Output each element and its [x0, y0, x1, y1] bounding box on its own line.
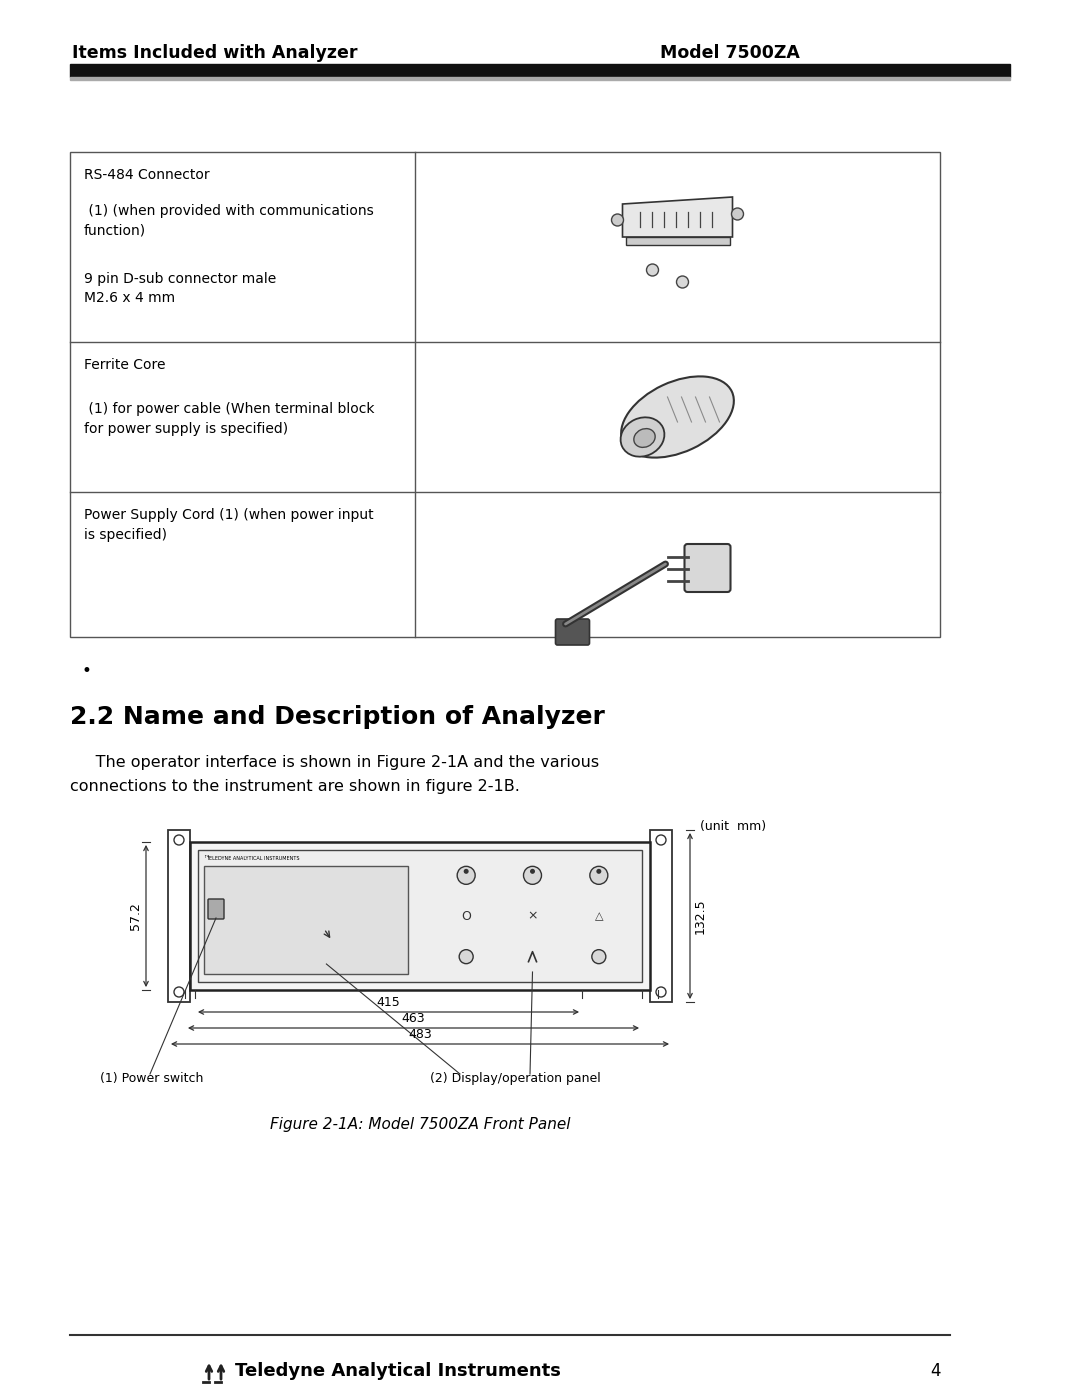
Circle shape [530, 869, 535, 875]
Bar [625, 237, 729, 244]
FancyBboxPatch shape [555, 619, 590, 645]
FancyBboxPatch shape [208, 900, 224, 919]
Ellipse shape [634, 429, 656, 447]
Bar [190, 842, 650, 990]
Text: (2) Display/operation panel: (2) Display/operation panel [430, 1071, 600, 1085]
Circle shape [463, 869, 469, 875]
Text: connections to the instrument are shown in figure 2-1B.: connections to the instrument are shown … [70, 780, 519, 793]
Circle shape [457, 866, 475, 884]
Bar [198, 849, 642, 982]
Text: 57.2: 57.2 [129, 902, 141, 930]
Bar [70, 64, 1010, 77]
Text: The operator interface is shown in Figure 2-1A and the various: The operator interface is shown in Figur… [70, 754, 599, 770]
Text: 463: 463 [402, 1011, 426, 1025]
Text: ↑↑: ↑↑ [203, 855, 210, 859]
Ellipse shape [621, 376, 733, 458]
Text: (1) Power switch: (1) Power switch [100, 1071, 203, 1085]
Circle shape [590, 866, 608, 884]
Ellipse shape [621, 418, 664, 457]
Bar [168, 830, 190, 1002]
Text: Ferrite Core: Ferrite Core [84, 358, 165, 372]
Text: (1) (when provided with communications
function): (1) (when provided with communications f… [84, 204, 374, 237]
Circle shape [524, 866, 541, 884]
Text: 2.2 Name and Description of Analyzer: 2.2 Name and Description of Analyzer [70, 705, 605, 729]
Bar [70, 77, 1010, 80]
Text: (unit  mm): (unit mm) [700, 820, 766, 833]
Circle shape [611, 214, 623, 226]
Circle shape [459, 950, 473, 964]
Text: 9 pin D-sub connector male
M2.6 x 4 mm: 9 pin D-sub connector male M2.6 x 4 mm [84, 272, 276, 306]
Text: ×: × [527, 909, 538, 922]
Text: 415: 415 [377, 996, 401, 1009]
Polygon shape [622, 197, 732, 237]
Text: 4: 4 [930, 1362, 941, 1380]
Circle shape [596, 869, 602, 875]
Text: Items Included with Analyzer: Items Included with Analyzer [72, 43, 357, 61]
Text: (1) for power cable (When terminal block
for power supply is specified): (1) for power cable (When terminal block… [84, 402, 375, 436]
Text: •: • [82, 662, 92, 680]
Text: △: △ [595, 911, 603, 921]
Text: Power Supply Cord (1) (when power input
is specified): Power Supply Cord (1) (when power input … [84, 509, 374, 542]
Text: 483: 483 [408, 1028, 432, 1041]
Text: TELEDYNE ANALYTICAL INSTRUMENTS: TELEDYNE ANALYTICAL INSTRUMENTS [206, 856, 299, 861]
Text: 132.5: 132.5 [694, 898, 707, 933]
Text: RS-484 Connector: RS-484 Connector [84, 168, 210, 182]
Bar [204, 866, 408, 974]
Text: Teledyne Analytical Instruments: Teledyne Analytical Instruments [235, 1362, 561, 1380]
Circle shape [647, 264, 659, 277]
Circle shape [731, 208, 743, 219]
Bar [650, 830, 672, 1002]
FancyBboxPatch shape [685, 543, 730, 592]
Text: Figure 2-1A: Model 7500ZA Front Panel: Figure 2-1A: Model 7500ZA Front Panel [270, 1118, 570, 1132]
Text: O: O [461, 909, 471, 922]
Circle shape [592, 950, 606, 964]
Bar [70, 152, 940, 637]
Circle shape [676, 277, 689, 288]
Text: Model 7500ZA: Model 7500ZA [660, 43, 800, 61]
